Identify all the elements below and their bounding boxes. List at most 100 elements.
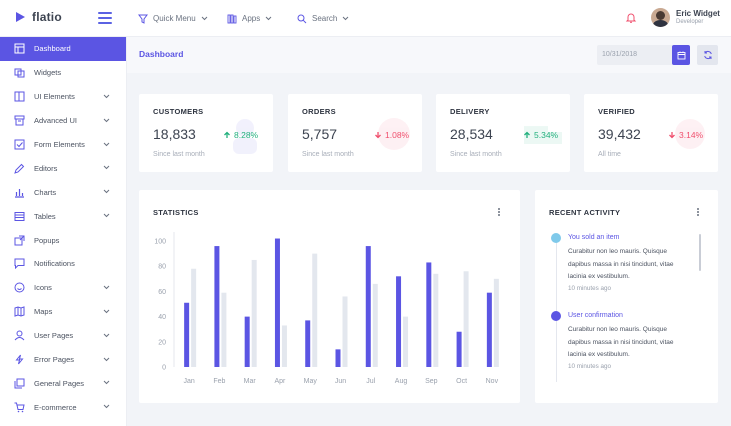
sidebar-item-editors[interactable]: Editors	[0, 156, 126, 180]
bar-series-1-oct[interactable]	[456, 331, 462, 367]
quick-menu-label: Quick Menu	[153, 14, 196, 23]
x-tick-label: Feb	[213, 378, 225, 385]
sub-header: Dashboard 10/31/2018	[127, 37, 731, 73]
stat-change-value: 1.08%	[385, 130, 410, 140]
sidebar-item-icons[interactable]: Icons	[0, 276, 126, 300]
activity-time: 10 minutes ago	[568, 285, 612, 292]
bar-series-1-nov[interactable]	[486, 292, 492, 367]
sidebar-item-icon	[14, 43, 25, 54]
sidebar-item-label: UI Elements	[34, 92, 75, 102]
sidebar-item-form-elements[interactable]: Form Elements	[0, 133, 126, 157]
sidebar-item-icon	[14, 306, 25, 317]
sidebar-item-advanced-ui[interactable]: Advanced UI	[0, 109, 126, 133]
sidebar-item-icon	[14, 115, 25, 126]
x-tick-label: Jun	[335, 378, 346, 385]
sidebar-item-error-pages[interactable]: Error Pages	[0, 348, 126, 372]
bar-series-2-jan[interactable]	[191, 268, 197, 367]
sidebar-item-label: User Pages	[34, 331, 74, 341]
sidebar-item-ui-elements[interactable]: UI Elements	[0, 85, 126, 109]
activity-title[interactable]: User confirmation	[568, 312, 623, 319]
x-tick-label: May	[304, 378, 318, 385]
activity-body: Curabitur non leo mauris. Quisque dapibu…	[568, 326, 674, 358]
bar-series-2-nov[interactable]	[493, 278, 499, 367]
sidebar-item-icon	[14, 139, 25, 150]
bar-series-1-sep[interactable]	[426, 262, 432, 367]
sidebar-item-label: Popups	[34, 235, 60, 245]
sidebar-item-widgets[interactable]: Widgets	[0, 61, 126, 85]
sidebar-item-icon	[14, 378, 25, 389]
stat-subtitle: Since last month	[153, 151, 205, 158]
bar-series-1-jul[interactable]	[365, 246, 371, 367]
bar-series-2-jul[interactable]	[372, 283, 378, 367]
activity-title[interactable]: You sold an item	[568, 234, 620, 241]
search-icon	[297, 14, 307, 23]
sidebar-item-label: Form Elements	[34, 140, 85, 149]
apps-dropdown[interactable]: Apps	[227, 0, 272, 37]
statistics-chart: 0 20 40 60 80 100 Jan Feb Mar Apr May Jun Jul Aug Sep O…	[154, 232, 499, 385]
bar-series-1-mar[interactable]	[244, 316, 250, 367]
calendar-button[interactable]	[672, 45, 690, 65]
brand-logo[interactable]: flatio	[14, 10, 62, 24]
bell-icon[interactable]	[625, 12, 637, 24]
y-tick-label: 40	[158, 314, 166, 321]
user-name: Eric Widget	[676, 9, 720, 18]
sidebar-item-dashboard[interactable]: Dashboard	[0, 37, 126, 61]
sidebar-item-notifications[interactable]: Notifications	[0, 252, 126, 276]
sidebar-item-charts[interactable]: Charts	[0, 180, 126, 204]
sidebar-item-popups[interactable]: Popups	[0, 228, 126, 252]
sidebar-item-maps[interactable]: Maps	[0, 300, 126, 324]
breadcrumb[interactable]: Dashboard	[139, 49, 184, 59]
top-bar: flatio Quick Menu Apps Search Eric Widge…	[0, 0, 731, 37]
sidebar-item-icon	[14, 67, 25, 78]
search-dropdown[interactable]: Search	[297, 0, 349, 37]
stat-change: 8.28%	[223, 130, 258, 140]
y-tick-label: 20	[158, 339, 166, 346]
bar-series-2-apr[interactable]	[281, 325, 287, 367]
apps-label: Apps	[242, 14, 261, 23]
bar-series-1-feb[interactable]	[214, 246, 220, 367]
activity-scrollbar[interactable]	[699, 234, 701, 271]
bar-series-1-apr[interactable]	[274, 238, 280, 367]
sidebar-item-user-pages[interactable]: User Pages	[0, 324, 126, 348]
quick-menu-dropdown[interactable]: Quick Menu	[138, 0, 208, 37]
timeline-dot	[551, 311, 561, 321]
bar-series-2-mar[interactable]	[251, 259, 257, 367]
bar-series-2-jun[interactable]	[342, 296, 348, 367]
table-icon	[14, 211, 25, 221]
stat-card-customers: CUSTOMERS 18,833 8.28% Since last month	[139, 94, 273, 172]
stat-background-icon	[675, 119, 705, 149]
chevron-down-icon	[103, 142, 110, 146]
statistics-menu-icon[interactable]	[498, 208, 501, 218]
hamburger-menu-icon[interactable]	[98, 12, 112, 24]
bar-series-1-aug[interactable]	[396, 276, 402, 367]
x-tick-label: Oct	[456, 378, 467, 385]
sidebar: Dashboard Widgets UI Elements Advanced UI Fo…	[0, 37, 127, 426]
stat-change: 1.08%	[374, 130, 409, 140]
chevron-down-icon	[103, 166, 110, 170]
bar-series-2-may[interactable]	[312, 253, 318, 367]
bar-series-1-jun[interactable]	[335, 349, 341, 367]
dashboard-icon	[14, 43, 25, 54]
bar-series-2-sep[interactable]	[433, 273, 439, 367]
date-field[interactable]: 10/31/2018	[597, 45, 689, 65]
bar-series-2-aug[interactable]	[403, 316, 409, 367]
refresh-button[interactable]	[697, 45, 718, 65]
stat-change-value: 8.28%	[234, 130, 259, 140]
activity-menu-icon[interactable]	[697, 208, 700, 218]
sidebar-item-general-pages[interactable]: General Pages	[0, 371, 126, 395]
bar-series-2-feb[interactable]	[221, 292, 227, 367]
stat-card-orders: ORDERS 5,757 1.08% Since last month	[288, 94, 422, 172]
stat-change-value: 5.34%	[534, 130, 559, 140]
sidebar-item-tables[interactable]: Tables	[0, 204, 126, 228]
chevron-down-icon	[103, 94, 110, 98]
chevron-down-icon	[103, 213, 110, 218]
bar-series-2-oct[interactable]	[463, 271, 469, 367]
sidebar-item-e-commerce[interactable]: E-commerce	[0, 395, 126, 419]
user-menu[interactable]: Eric Widget Developer	[651, 8, 720, 27]
bar-series-1-jan[interactable]	[184, 302, 190, 367]
sidebar-item-label: Widgets	[34, 68, 62, 78]
sidebar-item-label: Icons	[34, 283, 52, 293]
bar-series-1-may[interactable]	[305, 320, 311, 367]
sidebar-item-icon	[14, 187, 25, 198]
arrow-down-icon	[669, 132, 675, 139]
